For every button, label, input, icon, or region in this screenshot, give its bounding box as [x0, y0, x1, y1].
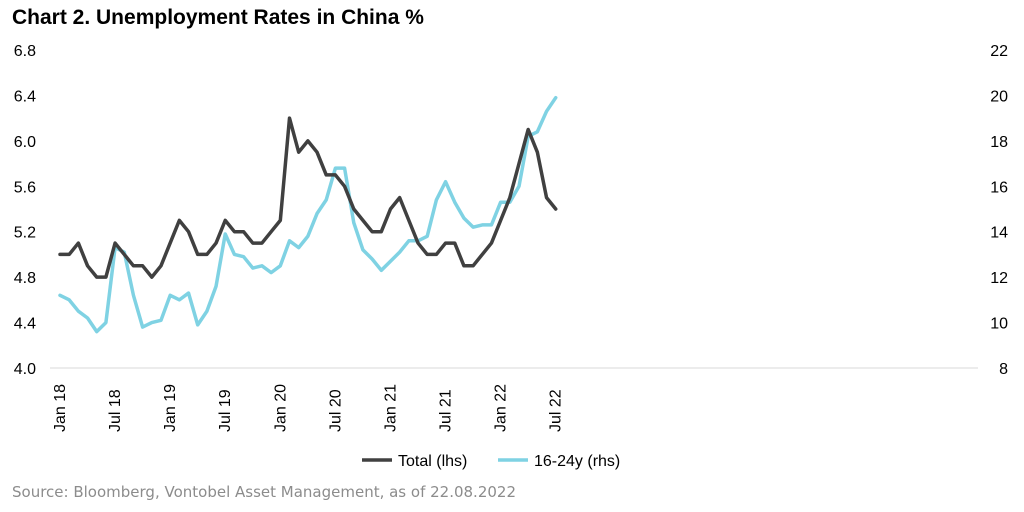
right-tick-label: 16: [990, 179, 1008, 196]
left-tick-label: 6.0: [14, 134, 36, 151]
x-tick-label: Jan 21: [382, 384, 399, 432]
legend-label: 16-24y (rhs): [534, 453, 620, 470]
left-axis-ticks: 4.0 4.4 4.8 5.2 5.6 6.0 6.4 6.8: [14, 43, 36, 378]
right-tick-label: 18: [990, 134, 1008, 151]
left-tick-label: 4.8: [14, 270, 36, 287]
series-line-total-lhs: [58, 116, 558, 279]
source-note: Source: Bloomberg, Vontobel Asset Manage…: [12, 483, 517, 501]
series-layer: [58, 95, 558, 334]
right-tick-label: 20: [990, 88, 1008, 105]
x-tick-label: Jan 18: [52, 384, 69, 432]
right-axis-ticks: 8 10 12 14 16 18 20 22: [990, 43, 1008, 378]
x-tick-label: Jul 21: [438, 389, 455, 432]
left-tick-label: 4.4: [14, 316, 36, 333]
left-tick-label: 6.8: [14, 43, 36, 60]
x-tick-label: Jul 19: [217, 389, 234, 432]
x-tick-label: Jan 20: [272, 384, 289, 432]
line-chart: 4.0 4.4 4.8 5.2 5.6 6.0 6.4 6.8 8 10 12 14 16 18 20 22…: [14, 43, 1008, 470]
legend: Total (lhs) 16-24y (rhs): [362, 453, 620, 470]
series-line-16-24y-rhs: [58, 95, 558, 334]
right-tick-label: 8: [999, 361, 1008, 378]
x-axis-ticks: Jan 18 Jul 18 Jan 19 Jul 19 Jan 20 Jul 20 Jan …: [52, 384, 565, 432]
left-tick-label: 5.6: [14, 179, 36, 196]
x-tick-label: Jul 22: [548, 389, 565, 432]
left-tick-label: 5.2: [14, 225, 36, 242]
x-tick-label: Jan 19: [162, 384, 179, 432]
left-tick-label: 4.0: [14, 361, 36, 378]
right-tick-label: 22: [990, 43, 1008, 60]
right-tick-label: 14: [990, 225, 1008, 242]
x-tick-label: Jul 20: [327, 389, 344, 432]
legend-label: Total (lhs): [398, 453, 467, 470]
chart-title: Chart 2. Unemployment Rates in China %: [12, 6, 424, 29]
left-tick-label: 6.4: [14, 88, 36, 105]
x-tick-label: Jan 22: [493, 384, 510, 432]
right-tick-label: 10: [990, 316, 1008, 333]
right-tick-label: 12: [990, 270, 1008, 287]
x-tick-label: Jul 18: [107, 389, 124, 432]
